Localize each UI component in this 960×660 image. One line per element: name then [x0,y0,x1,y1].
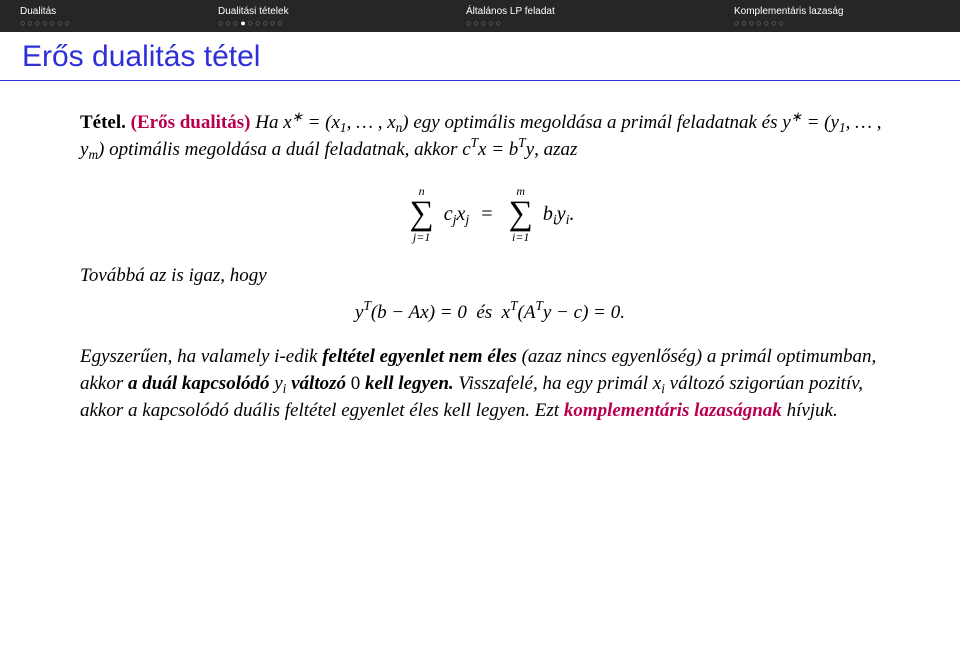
thm-name: (Erős dualitás) [131,112,251,133]
math: cTx = bTy [462,139,534,160]
title-rule [0,80,960,81]
txt: egy optimális megoldása a primál feladat… [409,112,783,133]
nav-label: Dualitás [18,6,216,18]
txt: hívjuk. [782,400,838,421]
bold: a duál kapcsolódó [128,373,274,394]
nav-sec-3[interactable]: Általános LP feladat ○○○○○ [464,0,732,32]
sum-symbol: n ∑ j=1 [409,185,433,243]
nav-label: Dualitási tételek [216,6,464,18]
txt: -edik [279,346,322,367]
nav-sec-1[interactable]: Dualitás ○○○○○○○ [18,0,216,32]
term: cjxj [444,200,470,228]
math: xi [653,373,665,394]
slide-title: Erős dualitás tétel [22,40,260,74]
term: biyi. [543,200,575,228]
accent-term: komplementáris lazaságnak [564,400,782,421]
bold: feltétel egyenlet nem éles [322,346,517,367]
nav-dots: ○○○○○○○ [18,18,216,28]
bold: kell legyen. [360,373,453,394]
equation-complementary: yT(b − Ax) = 0 és xT(ATy − c) = 0. [80,300,900,327]
nav-dots: ○○○○○○○ [732,18,910,28]
theorem-statement: Tétel. (Erős dualitás) Ha x∗ = (x1, … , … [80,110,900,163]
math: x∗ = (x1, … , xn) [283,112,408,133]
txt: Ha [250,112,283,133]
txt: Visszafelé, ha egy primál [454,373,653,394]
math: yi [274,373,286,394]
para-explain: Egyszerűen, ha valamely i-edik feltétel … [80,344,900,424]
nav-sec-2[interactable]: Dualitási tételek ○○○●○○○○○ [216,0,464,32]
bold: változó [286,373,350,394]
nav-topbar: Dualitás ○○○○○○○ Dualitási tételek ○○○●○… [0,0,960,32]
sum-lower: j=1 [413,231,430,243]
nav-sec-4[interactable]: Komplementáris lazaság ○○○○○○○ [732,0,910,32]
nav-label: Komplementáris lazaság [732,6,910,18]
para-furthermore: Továbbá az is igaz, hogy [80,263,900,290]
sum-lower: i=1 [512,231,529,243]
thm-label: Tétel. [80,112,126,133]
txt: Egyszerűen, ha valamely [80,346,274,367]
nav-dots: ○○○●○○○○○ [216,18,464,28]
nav-label: Általános LP feladat [464,6,732,18]
txt: Ezt [535,400,564,421]
equation-sum: n ∑ j=1 cjxj = m ∑ i=1 biyi. [80,177,900,243]
nav-dots: ○○○○○ [464,18,732,28]
txt: optimális megoldása a duál feladatnak, a… [104,139,462,160]
sum-symbol: m ∑ i=1 [509,185,533,243]
content-area: Tétel. (Erős dualitás) Ha x∗ = (x1, … , … [80,110,900,430]
txt: , azaz [534,139,577,160]
